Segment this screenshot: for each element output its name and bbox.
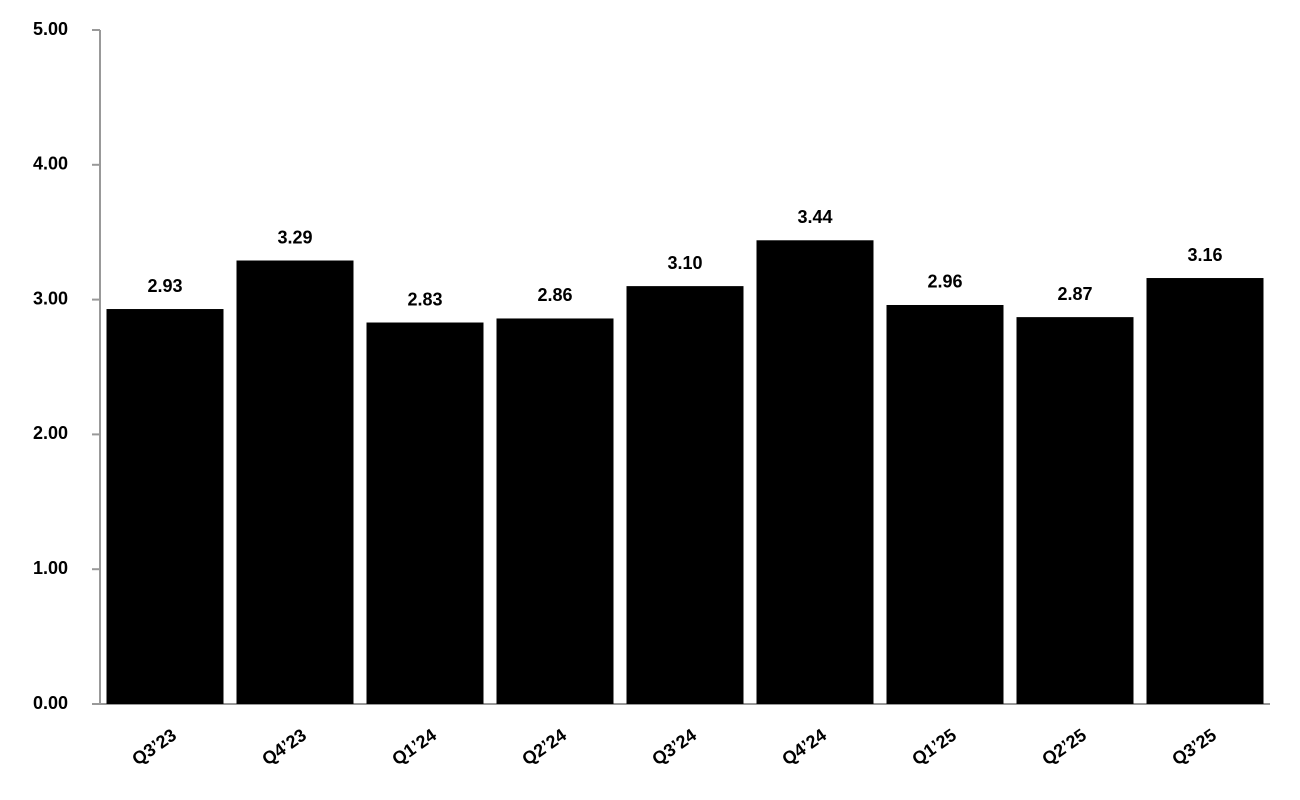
value-label: 2.93 xyxy=(147,276,182,296)
bar xyxy=(886,304,1004,704)
y-tick-label: 2.00 xyxy=(33,423,68,443)
x-tick-label: Q2’25 xyxy=(1038,725,1090,770)
y-tick-label: 1.00 xyxy=(33,558,68,578)
value-label: 3.16 xyxy=(1187,245,1222,265)
bar xyxy=(626,286,744,704)
bar xyxy=(1146,278,1264,704)
y-tick-label: 5.00 xyxy=(33,19,68,39)
x-tick-label: Q1’24 xyxy=(388,725,440,770)
bar xyxy=(756,240,874,704)
bar xyxy=(496,318,614,704)
value-label: 2.96 xyxy=(927,272,962,292)
y-tick-label: 0.00 xyxy=(33,693,68,713)
value-label: 2.87 xyxy=(1057,284,1092,304)
bar xyxy=(106,309,224,704)
x-tick-label: Q3’24 xyxy=(648,725,700,770)
bar xyxy=(366,322,484,704)
x-tick-label: Q4’24 xyxy=(778,725,830,770)
y-tick-label: 4.00 xyxy=(33,154,68,174)
x-tick-label: Q3’23 xyxy=(128,725,180,770)
bar xyxy=(236,260,354,704)
value-label: 2.83 xyxy=(407,289,442,309)
x-tick-label: Q1’25 xyxy=(908,725,960,770)
value-label: 3.29 xyxy=(277,227,312,247)
value-label: 3.44 xyxy=(797,207,832,227)
x-tick-label: Q4’23 xyxy=(258,725,310,770)
bar xyxy=(1016,317,1134,704)
x-tick-label: Q2’24 xyxy=(518,725,570,770)
value-label: 3.10 xyxy=(667,253,702,273)
y-tick-label: 3.00 xyxy=(33,288,68,308)
x-tick-label: Q3’25 xyxy=(1168,725,1220,770)
value-label: 2.86 xyxy=(537,285,572,305)
